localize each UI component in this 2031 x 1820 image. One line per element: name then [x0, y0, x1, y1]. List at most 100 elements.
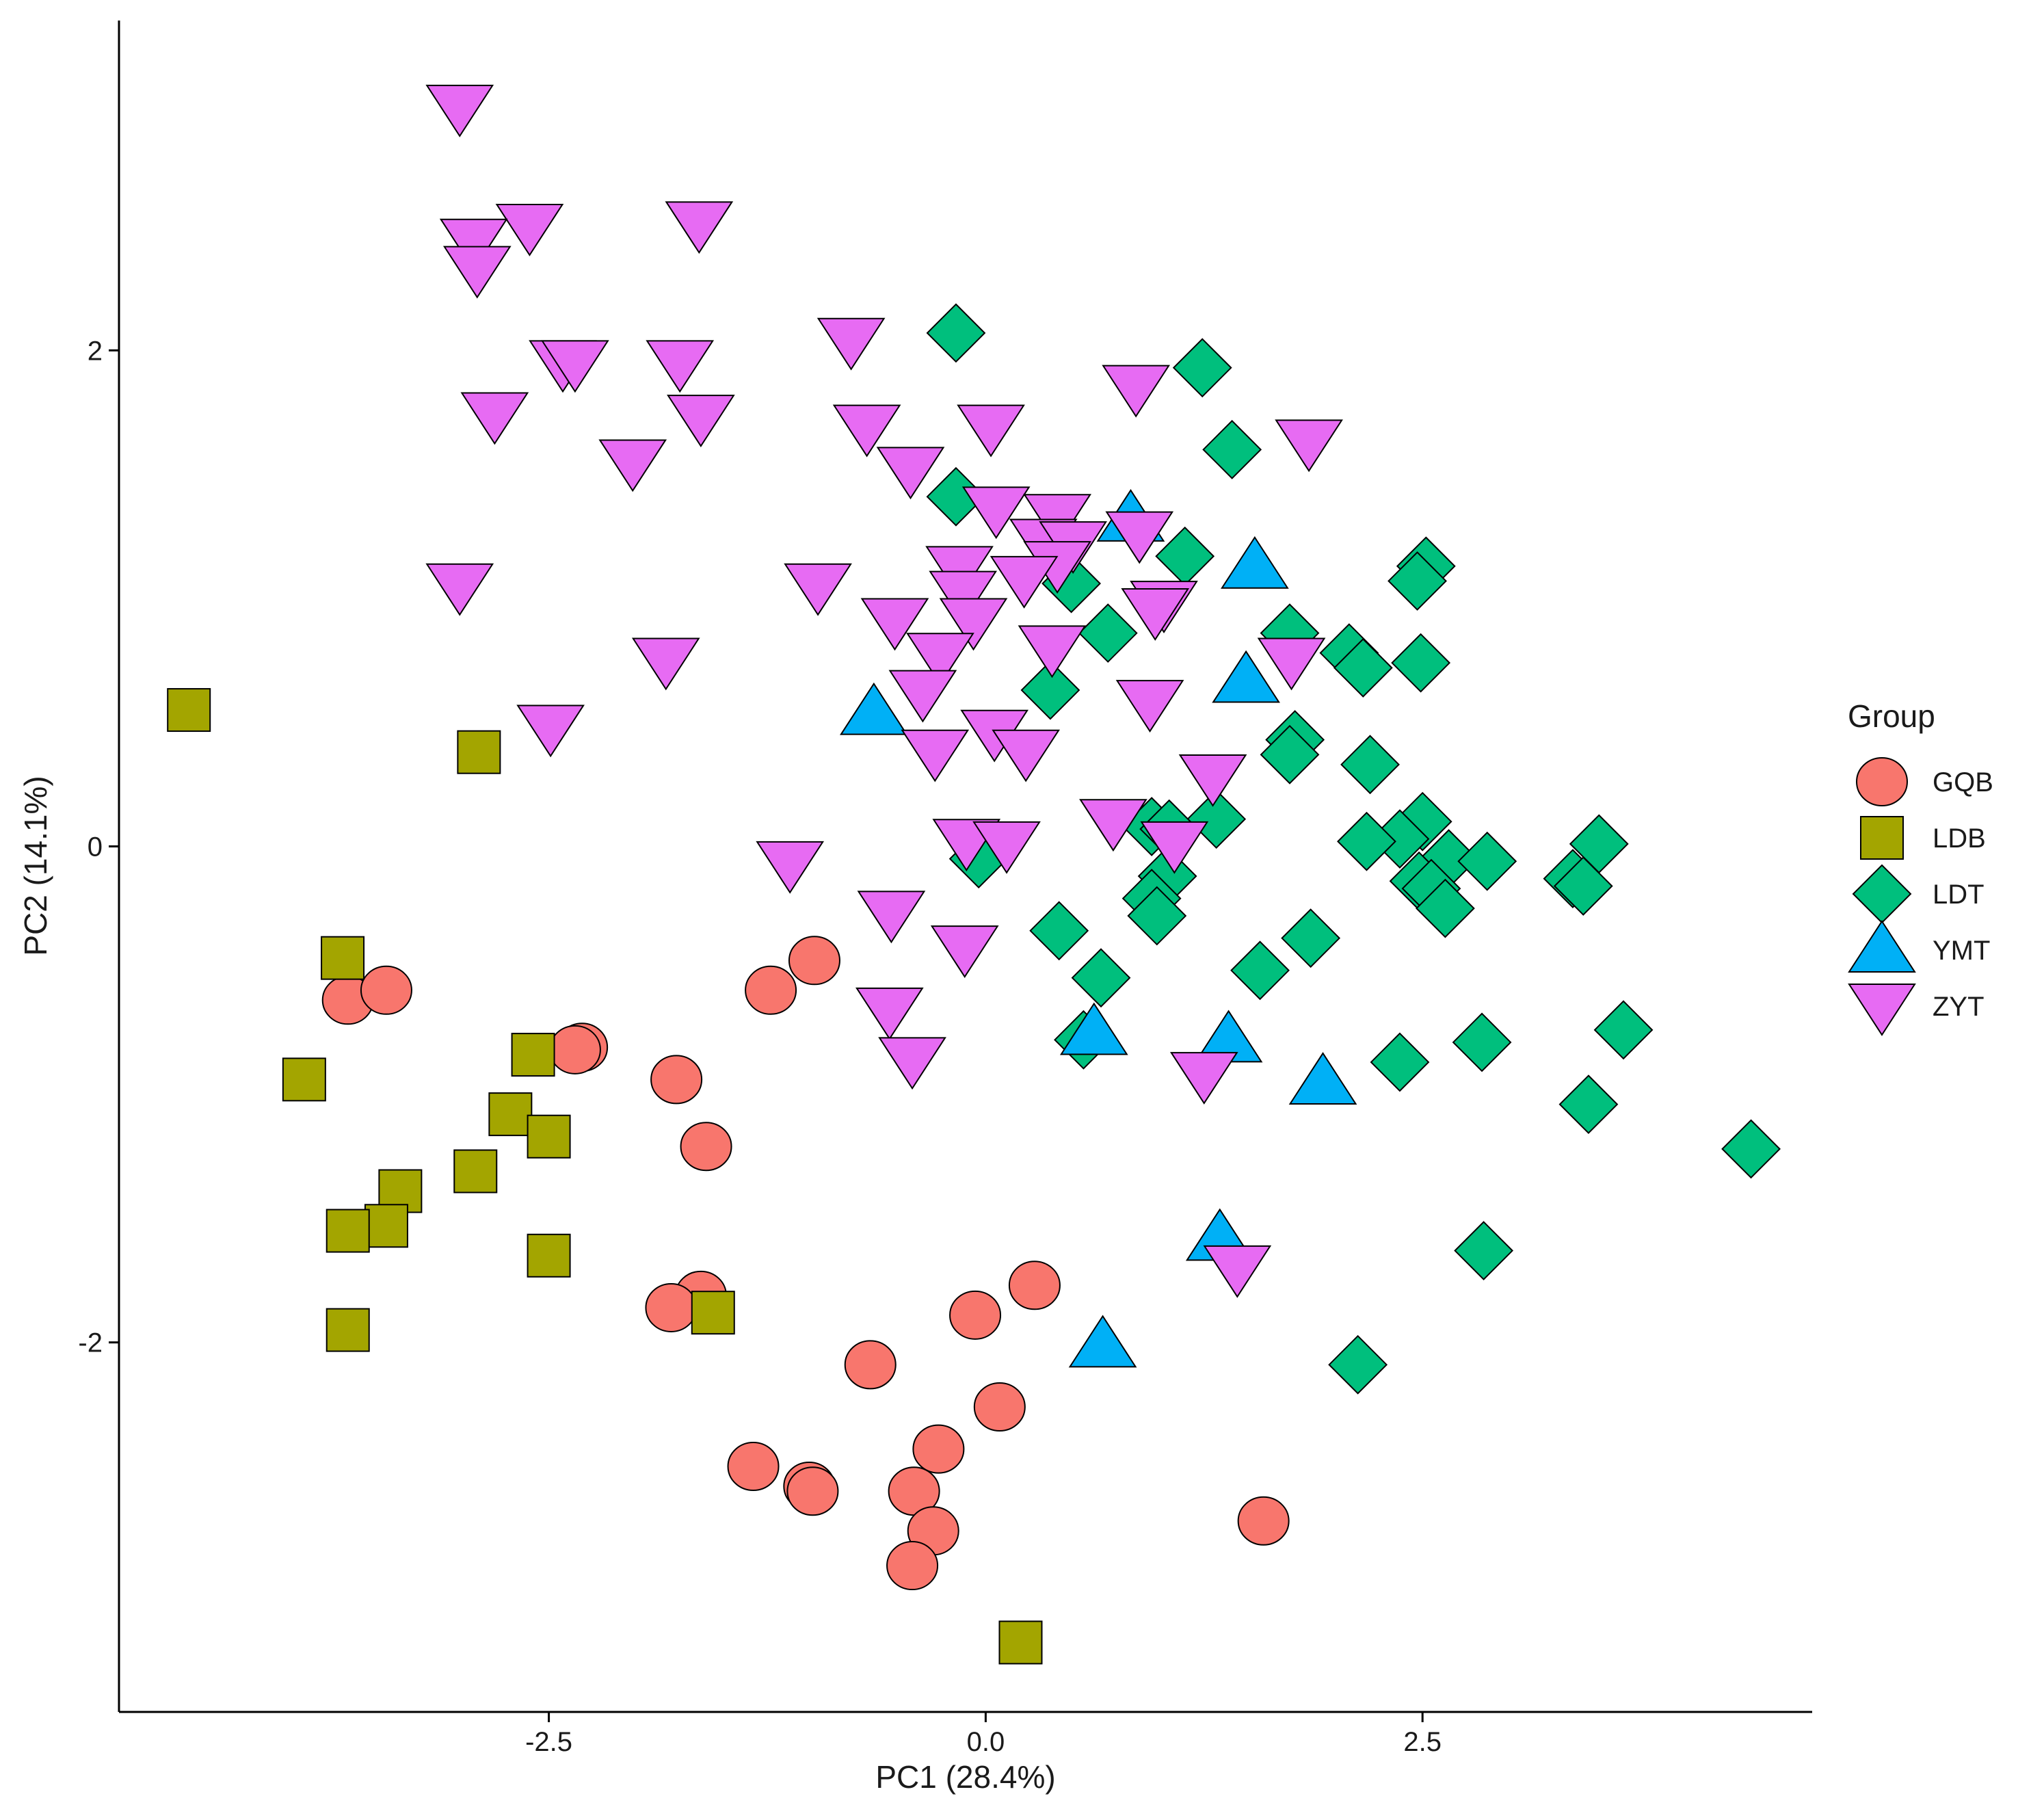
point-ldt — [1078, 603, 1138, 663]
point-zyt — [878, 1037, 946, 1090]
point-ymt — [1068, 1315, 1137, 1368]
point-ldt — [1452, 1012, 1512, 1072]
series-ldt — [926, 303, 1781, 1395]
point-zyt — [756, 841, 825, 894]
point-zyt — [631, 637, 700, 691]
point-zyt — [598, 439, 667, 492]
point-gqb — [788, 936, 840, 986]
legend-key-zyt — [1848, 984, 1916, 1036]
point-ldt — [1230, 940, 1290, 1001]
point-gqb — [645, 1282, 698, 1332]
point-zyt — [1079, 799, 1147, 852]
point-zyt — [1169, 1052, 1238, 1105]
legend-label-ldt: LDT — [1933, 880, 1984, 910]
point-gqb — [680, 1122, 732, 1172]
point-ymt — [1221, 536, 1289, 589]
x-tick-label: 2.5 — [1403, 1727, 1442, 1757]
point-zyt — [439, 218, 508, 272]
point-zyt — [957, 404, 1025, 458]
x-tick-label: 0.0 — [967, 1727, 1005, 1757]
point-zyt — [972, 821, 1041, 874]
legend: Group GQB LDB LDT YMT ZYT — [1848, 698, 1993, 1036]
point-ldt — [1553, 856, 1613, 916]
point-gqb — [912, 1424, 965, 1474]
point-ldt — [926, 303, 986, 363]
point-zyt — [646, 340, 715, 393]
point-ldb — [691, 1291, 735, 1335]
point-ldt — [1281, 908, 1341, 968]
legend-key-gqb — [1856, 757, 1908, 806]
y-tick-label: -2 — [78, 1328, 103, 1358]
point-zyt — [1102, 365, 1170, 418]
point-zyt — [442, 246, 512, 299]
plot-area: -2.5 0.0 2.5 -2 0 2 — [78, 21, 1812, 1757]
point-zyt — [1105, 511, 1174, 564]
y-ticks: -2 0 2 — [78, 336, 119, 1358]
point-ymt — [1288, 1052, 1357, 1105]
legend-item-ldt: LDT — [1852, 864, 1984, 924]
y-tick-label: 2 — [88, 336, 103, 366]
point-ymt — [1212, 650, 1280, 703]
point-zyt — [784, 563, 852, 616]
point-ldt — [1558, 1074, 1619, 1135]
legend-title: Group — [1848, 698, 1935, 734]
point-ldt — [1260, 724, 1320, 784]
legend-label-zyt: ZYT — [1933, 992, 1984, 1022]
point-ldb — [511, 1033, 555, 1077]
point-zyt — [460, 392, 529, 445]
legend-key-ldb — [1860, 816, 1904, 860]
legend-item-ldb: LDB — [1860, 816, 1986, 860]
point-ldt — [1457, 831, 1517, 891]
point-gqb — [1008, 1261, 1061, 1310]
point-ldt — [1202, 419, 1262, 479]
point-ldt — [1392, 791, 1452, 852]
point-ldt — [1721, 1119, 1781, 1179]
point-ldt — [1020, 660, 1080, 720]
point-gqb — [360, 965, 412, 1015]
point-zyt — [992, 729, 1060, 782]
point-zyt — [667, 395, 735, 448]
point-ldt — [1328, 1334, 1388, 1395]
y-axis-title: PC2 (14.1%) — [18, 776, 53, 955]
point-zyt — [990, 555, 1059, 609]
point-zyt — [1140, 821, 1209, 874]
point-zyt — [906, 633, 974, 686]
point-zyt — [930, 925, 999, 978]
point-zyt — [1257, 637, 1326, 691]
series-zyt — [425, 84, 1343, 1298]
point-zyt — [961, 486, 1031, 540]
y-tick-label: 0 — [88, 832, 103, 862]
legend-item-ymt: YMT — [1848, 920, 1990, 973]
point-ldt — [1415, 878, 1475, 938]
point-zyt — [1275, 419, 1343, 473]
point-gqb — [949, 1290, 1002, 1340]
point-ldt — [1333, 637, 1393, 698]
point-zyt — [665, 201, 734, 254]
point-zyt — [901, 729, 970, 782]
point-zyt — [855, 987, 924, 1040]
point-zyt — [1115, 680, 1184, 733]
point-ldb — [321, 936, 365, 980]
point-ldb — [326, 1308, 370, 1352]
point-ldt — [1593, 1000, 1654, 1060]
legend-label-ymt: YMT — [1933, 936, 1990, 966]
point-zyt — [832, 404, 901, 458]
point-gqb — [727, 1442, 780, 1492]
point-zyt — [876, 447, 945, 500]
point-ldb — [326, 1209, 370, 1253]
legend-key-ymt — [1848, 920, 1916, 973]
point-ldt — [1186, 789, 1247, 849]
point-gqb — [973, 1382, 1026, 1432]
point-ldt — [1340, 735, 1400, 795]
point-gqb — [548, 1025, 601, 1074]
point-gqb — [1237, 1496, 1290, 1546]
point-zyt — [495, 203, 564, 256]
point-zyt — [425, 563, 494, 616]
point-gqb — [650, 1055, 703, 1105]
x-ticks: -2.5 0.0 2.5 — [525, 1712, 1442, 1757]
point-zyt — [1018, 625, 1087, 678]
point-ldb — [282, 1057, 326, 1102]
point-ldb — [364, 1204, 408, 1248]
